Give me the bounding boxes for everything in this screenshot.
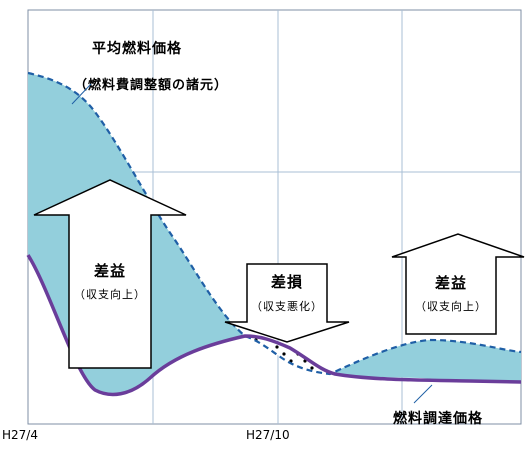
arrow-gain-left-shape [33,179,187,369]
arrow-loss-middle-sub: （収支悪化） [251,299,323,313]
arrow-gain-left: 差益 （収支向上） [33,179,187,369]
avg-price-sub: （燃料費調整額の諸元） [74,77,228,93]
loss-area-middle [245,336,330,374]
arrow-gain-right-sub: （収支向上） [415,299,487,313]
x-tick-h27-4: H27/4 [2,428,38,442]
procurement-pointer [413,384,433,404]
arrow-loss-middle: 差損 （収支悪化） [224,263,350,343]
procurement-label: 燃料調達価格 [393,410,483,427]
annotation-avg-price: 平均燃料価格 （燃料費調整額の諸元） [71,40,228,105]
gain-area-right [330,340,521,382]
procurement-price-line [26,254,522,397]
arrow-loss-middle-main: 差損 [271,273,303,291]
avg-fuel-price-line [27,71,522,376]
x-tick-h27-10: H27/10 [246,428,290,442]
arrow-gain-right-shape [391,233,525,335]
arrow-loss-middle-shape [224,263,350,343]
avg-price-title: 平均燃料価格 [92,40,182,57]
arrow-gain-left-main: 差益 [94,262,126,280]
arrow-gain-right-main: 差益 [435,274,467,292]
avg-price-pointer [71,83,92,105]
arrow-gain-right: 差益 （収支向上） [391,233,525,335]
annotation-procurement: 燃料調達価格 [393,384,483,427]
arrow-gain-left-sub: （収支向上） [74,287,146,301]
